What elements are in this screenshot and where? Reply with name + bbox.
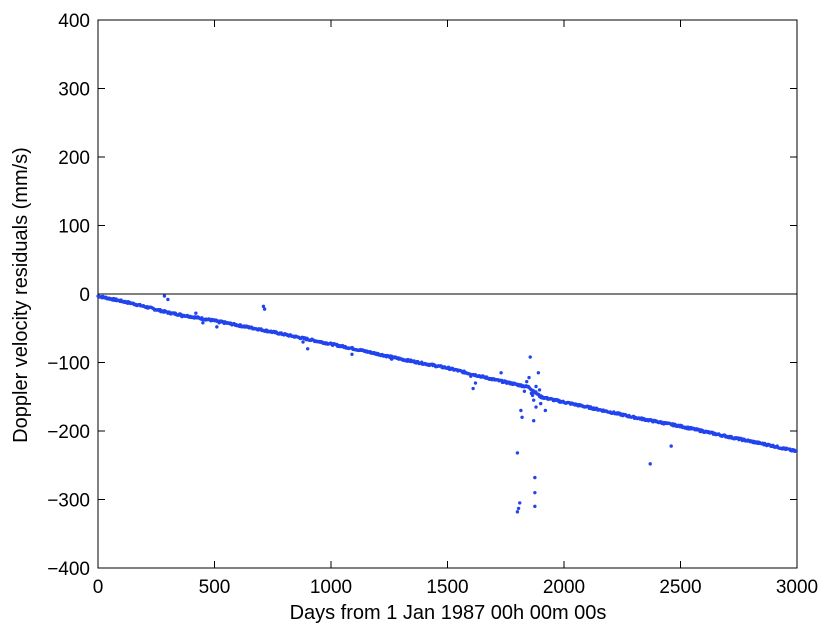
- y-axis-title: Doppler velocity residuals (mm/s): [10, 147, 32, 443]
- data-point: [532, 419, 536, 423]
- data-point: [515, 451, 520, 455]
- data-point: [525, 379, 529, 384]
- data-point: [537, 388, 542, 392]
- data-point: [534, 384, 538, 389]
- data-point: [194, 311, 198, 315]
- data-point: [530, 393, 535, 398]
- y-tick-label: 0: [79, 285, 90, 306]
- x-tick-label: 500: [199, 577, 231, 598]
- data-point: [473, 381, 478, 385]
- x-axis-ticks: 0 500 1000 1500 2000 2500 3000: [93, 20, 818, 598]
- y-tick-label: 200: [58, 148, 90, 169]
- y-tick-label: 100: [58, 217, 90, 238]
- x-tick-label: 2500: [659, 577, 701, 598]
- data-point: [527, 375, 531, 380]
- data-point: [533, 504, 537, 509]
- y-tick-label: −300: [47, 491, 90, 512]
- y-axis-ticks: −400 −300 −200 −100 0 100 200 300 400: [47, 11, 797, 580]
- data-point: [533, 490, 537, 495]
- data-point: [515, 510, 520, 514]
- data-point: [519, 408, 523, 413]
- y-tick-label: −200: [47, 422, 90, 443]
- data-point: [201, 321, 205, 325]
- y-tick-label: 400: [58, 11, 90, 32]
- data-point: [522, 389, 527, 393]
- data-point: [389, 357, 394, 361]
- y-tick-label: −100: [47, 354, 90, 375]
- data-point: [518, 501, 522, 505]
- data-point: [534, 405, 538, 409]
- y-tick-label: −400: [47, 559, 90, 580]
- x-tick-label: 1000: [310, 577, 352, 598]
- data-point: [533, 475, 537, 480]
- data-point: [648, 462, 652, 466]
- data-point: [520, 415, 524, 419]
- data-point: [499, 371, 503, 375]
- data-point: [217, 321, 221, 325]
- x-tick-label: 3000: [776, 577, 818, 598]
- data-point: [262, 307, 267, 311]
- data-point: [669, 444, 673, 448]
- data-point: [471, 386, 475, 391]
- data-point: [516, 506, 521, 511]
- data-point: [261, 304, 266, 309]
- data-point: [173, 311, 177, 315]
- x-axis-title: Days from 1 Jan 1987 00h 00m 00s: [290, 602, 607, 624]
- x-tick-label: 0: [93, 577, 104, 598]
- data-point: [162, 294, 167, 298]
- data-point: [166, 297, 170, 302]
- data-point: [543, 408, 548, 413]
- data-point: [532, 398, 536, 402]
- y-tick-label: 300: [58, 80, 90, 101]
- data-point: [794, 449, 798, 453]
- data-point: [215, 325, 219, 329]
- data-point: [180, 314, 184, 319]
- data-point: [539, 401, 543, 406]
- data-point: [301, 340, 305, 344]
- data-point: [306, 347, 310, 351]
- data-point: [528, 355, 532, 359]
- x-tick-label: 1500: [426, 577, 468, 598]
- x-tick-label: 2000: [543, 577, 585, 598]
- data-point: [469, 374, 473, 378]
- data-point: [536, 371, 541, 375]
- data-points: [96, 294, 798, 514]
- data-point: [350, 352, 354, 356]
